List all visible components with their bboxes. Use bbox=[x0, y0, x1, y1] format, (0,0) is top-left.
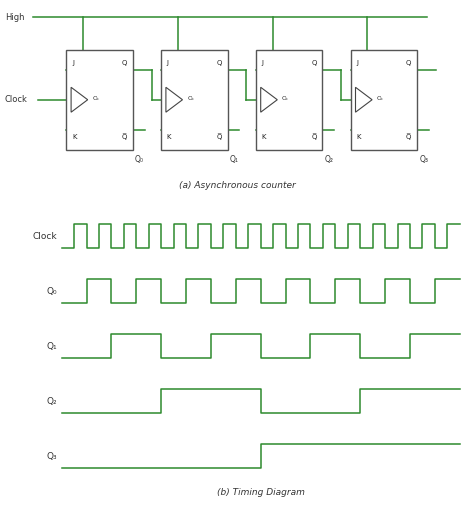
Bar bbox=[66, 50, 133, 149]
Text: J: J bbox=[72, 60, 74, 66]
Text: Q₂: Q₂ bbox=[325, 155, 334, 164]
Text: J: J bbox=[262, 60, 264, 66]
Text: Q₁: Q₁ bbox=[46, 341, 57, 350]
Text: Q₃: Q₃ bbox=[419, 155, 428, 164]
Polygon shape bbox=[261, 87, 277, 112]
Text: Clock: Clock bbox=[32, 232, 57, 241]
Bar bbox=[351, 50, 417, 149]
Text: Clock: Clock bbox=[5, 95, 27, 104]
Text: Q: Q bbox=[406, 60, 411, 66]
Text: Q̅: Q̅ bbox=[406, 133, 411, 139]
Text: Q̅: Q̅ bbox=[311, 133, 317, 139]
Polygon shape bbox=[166, 87, 182, 112]
Text: Cₖ: Cₖ bbox=[92, 96, 100, 100]
Polygon shape bbox=[356, 87, 372, 112]
Text: K: K bbox=[167, 134, 171, 139]
Text: Q̅: Q̅ bbox=[217, 133, 222, 139]
Text: Cₖ: Cₖ bbox=[282, 96, 289, 100]
Text: Q₁: Q₁ bbox=[230, 155, 239, 164]
Text: J: J bbox=[356, 60, 358, 66]
Text: Cₖ: Cₖ bbox=[187, 96, 194, 100]
Text: Cₖ: Cₖ bbox=[377, 96, 384, 100]
Text: Q₃: Q₃ bbox=[46, 451, 57, 461]
Text: Q̅: Q̅ bbox=[122, 133, 127, 139]
Text: (b) Timing Diagram: (b) Timing Diagram bbox=[217, 488, 305, 497]
Text: K: K bbox=[72, 134, 76, 139]
Bar bbox=[256, 50, 322, 149]
Text: Q₂: Q₂ bbox=[46, 396, 57, 406]
Text: (a) Asynchronous counter: (a) Asynchronous counter bbox=[179, 180, 295, 189]
Text: Q₀: Q₀ bbox=[135, 155, 144, 164]
Text: Q: Q bbox=[122, 60, 127, 66]
Text: Q₀: Q₀ bbox=[46, 287, 57, 295]
Text: K: K bbox=[356, 134, 361, 139]
Text: Q: Q bbox=[217, 60, 222, 66]
Text: Q: Q bbox=[311, 60, 317, 66]
Text: High: High bbox=[5, 13, 24, 22]
Text: J: J bbox=[167, 60, 169, 66]
Polygon shape bbox=[71, 87, 88, 112]
Bar bbox=[161, 50, 228, 149]
Text: K: K bbox=[262, 134, 266, 139]
